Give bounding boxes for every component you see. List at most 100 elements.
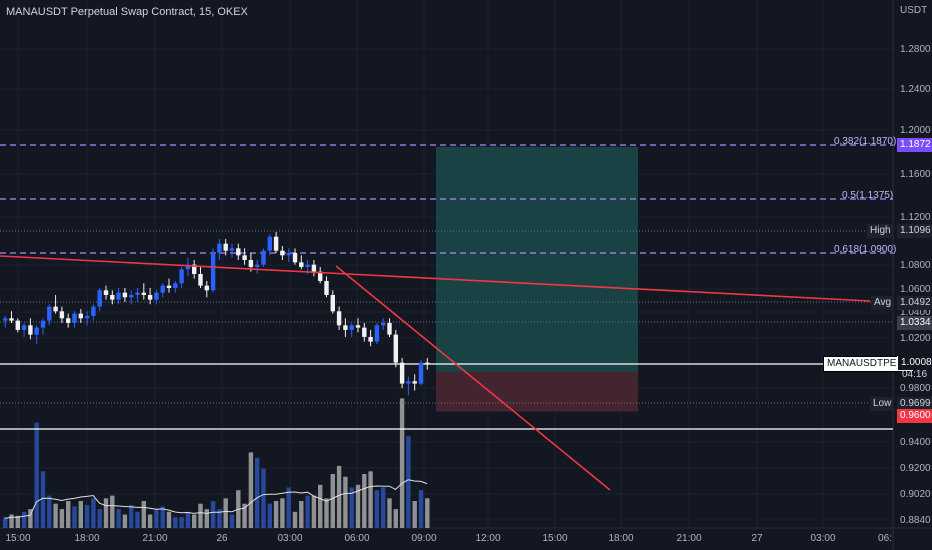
volume-bar [198, 503, 203, 528]
candle-body [66, 318, 71, 323]
candle-body [336, 311, 342, 326]
time-tick: 15:00 [5, 533, 31, 544]
volume-bar [406, 436, 411, 528]
candle-body [305, 264, 310, 267]
candle-body [47, 306, 52, 321]
candle-body [267, 236, 272, 251]
fib-label-0382: 0.382(1.1870) [834, 136, 897, 147]
volume-bar [399, 398, 405, 528]
stop-value: 0.9600 [897, 409, 932, 423]
candle-body [248, 259, 254, 267]
candle-body [116, 292, 121, 300]
volume-bar [192, 514, 197, 528]
candle-body [355, 325, 361, 328]
price-tick: 1.0800 [900, 260, 931, 271]
volume-bar [343, 476, 348, 528]
volume-bar [292, 511, 298, 528]
candle-body [229, 248, 235, 251]
candle-body [103, 290, 109, 295]
price-tick: 1.1600 [900, 169, 931, 180]
price-tick: 0.9400 [900, 437, 931, 448]
volume-bar [59, 509, 65, 528]
candle-body [418, 362, 424, 384]
volume-bar [311, 495, 317, 528]
volume-bar [223, 498, 228, 528]
fib-label-0618: 0.618(1.0900) [834, 244, 897, 255]
candle-body [141, 292, 146, 295]
volume-bar [47, 495, 52, 528]
candle-body [3, 318, 8, 321]
candle-body [368, 336, 373, 342]
volume-bar [97, 509, 102, 528]
volume-bar [15, 515, 20, 528]
level-value: 1.0334 [897, 316, 932, 330]
volume-bar [129, 505, 134, 528]
candle-body [53, 306, 58, 312]
time-tick: 27 [751, 533, 763, 544]
volume-bar [210, 501, 216, 528]
candle-body [135, 292, 140, 295]
price-tick: 1.2400 [900, 84, 931, 95]
candle-body [91, 306, 96, 316]
avg-value: 1.0492 [897, 296, 932, 310]
volume-bar [374, 490, 380, 528]
candle-body [399, 362, 405, 384]
volume-bar [3, 517, 8, 528]
time-tick: 26 [216, 533, 228, 544]
volume-bar [362, 474, 367, 528]
volume-bar [412, 501, 417, 528]
candle-body [21, 325, 27, 330]
volume-bar [173, 517, 178, 528]
volume-ma-line [4, 479, 428, 519]
price-tick: 1.0600 [900, 284, 931, 295]
symbol-label: MANAUSDTPERP [823, 356, 915, 372]
candle-body [255, 264, 260, 267]
price-tick: 1.1200 [900, 212, 931, 223]
candle-body [223, 243, 228, 251]
volume-bar [141, 501, 146, 528]
candle-body [324, 280, 329, 295]
price-tick: 0.9200 [900, 463, 931, 474]
candle-body [299, 262, 304, 267]
volume-bar [78, 501, 83, 528]
candle-body [343, 325, 348, 330]
time-tick: 18:00 [608, 533, 634, 544]
time-tick: 06: [878, 533, 892, 544]
volume-bar [280, 498, 285, 528]
time-tick: 03:00 [810, 533, 836, 544]
high-value: 1.1096 [897, 224, 932, 238]
chart-title: MANAUSDT Perpetual Swap Contract, 15, OK… [6, 6, 248, 18]
candle-body [28, 325, 33, 335]
candle-body [160, 285, 165, 293]
volume-bar [116, 509, 121, 528]
volume-bar [84, 505, 90, 528]
volume-bar [336, 465, 342, 528]
last-price: 1.0008 [897, 356, 932, 370]
volume-bar [147, 514, 153, 528]
candle-body [110, 294, 115, 300]
volume-bar [179, 517, 184, 528]
time-tick: 09:00 [411, 533, 437, 544]
volume-bar [261, 468, 266, 528]
candle-body [292, 252, 298, 263]
time-tick: 15:00 [542, 533, 568, 544]
volume-bar [110, 495, 115, 528]
price-axis-currency: USDT [900, 5, 928, 16]
fib-label-05: 0.5(1.1375) [842, 190, 894, 201]
candle-body [362, 327, 367, 337]
volume-bar [368, 471, 373, 528]
bar-countdown: 04:16 [902, 369, 928, 380]
volume-bar [21, 511, 27, 528]
volume-bar [217, 509, 222, 528]
candle-body [210, 252, 216, 291]
candle-body [72, 313, 77, 323]
volume-bar [305, 495, 310, 528]
volume-bar [248, 452, 254, 528]
price-tick: 0.9020 [900, 489, 931, 500]
profit-zone [436, 146, 638, 372]
volume-bar [242, 503, 247, 528]
volume-bar [103, 498, 109, 528]
candle-body [9, 318, 14, 321]
